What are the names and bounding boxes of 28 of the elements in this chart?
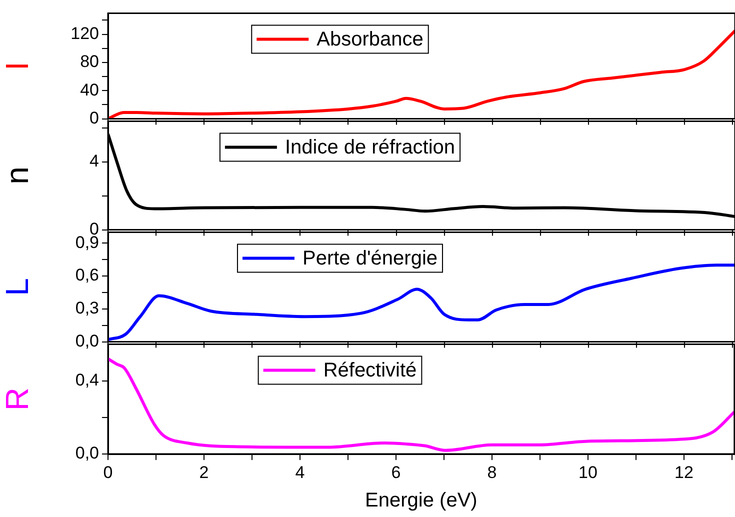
y-tick-label: 0,0 (75, 331, 99, 350)
y-tick-label: 80 (80, 52, 99, 72)
y-tick-label: 120 (70, 24, 99, 44)
y-axis-title: L (0, 278, 36, 296)
legend-label: Absorbance (316, 28, 424, 51)
y-tick-label: 0,6 (75, 266, 99, 285)
y-tick-label: 0,0 (75, 444, 99, 463)
y-tick-label: 0,4 (75, 370, 99, 390)
x-axis-title: Energie (eV) (365, 490, 478, 512)
x-tick-label: 10 (578, 462, 598, 482)
x-tick-label: 8 (487, 462, 497, 482)
line-series (108, 29, 735, 119)
x-tick-label: 0 (103, 462, 113, 482)
legend-label: Réfectivité (323, 360, 417, 382)
legend-label: Indice de réfraction (284, 136, 456, 159)
x-tick-label: 12 (674, 462, 694, 482)
y-tick-label: 0 (90, 108, 99, 128)
x-tick-label: 2 (199, 462, 209, 482)
y-tick-label: 0,3 (75, 298, 99, 318)
line-series (108, 357, 734, 452)
y-axis-title: R (0, 388, 36, 411)
y-tick-label: 40 (80, 80, 99, 100)
y-tick-label: 4 (90, 152, 99, 171)
y-axis-title: n (0, 166, 36, 184)
x-tick-label: 6 (391, 462, 401, 482)
legend-label: Perte d'énergie (302, 248, 438, 270)
y-axis-title: I (0, 62, 36, 70)
x-tick-label: 4 (295, 462, 305, 482)
